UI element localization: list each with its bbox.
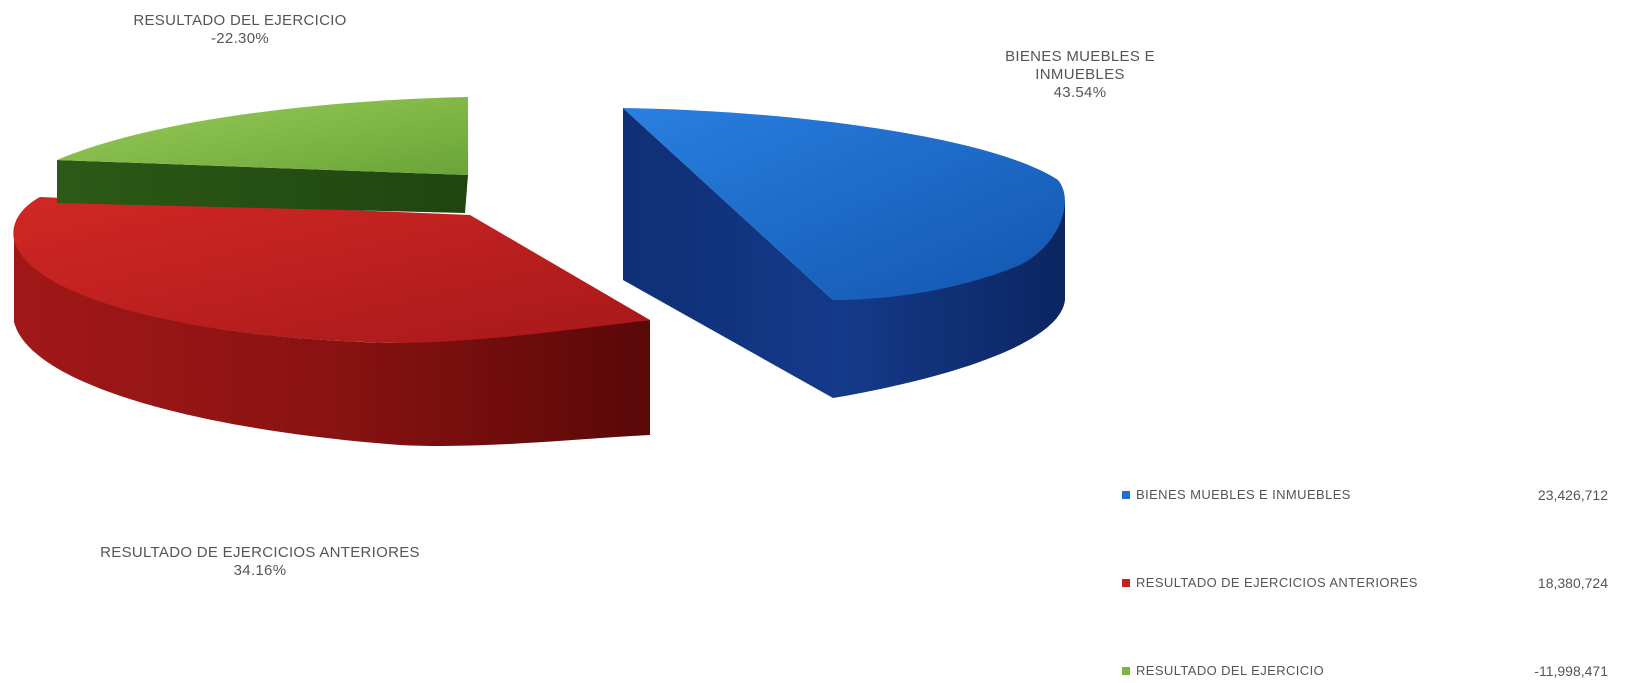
legend-item-ejercicio: RESULTADO DEL EJERCICIO -11,998,471 xyxy=(1118,662,1608,682)
legend-label-ejercicio: RESULTADO DEL EJERCICIO xyxy=(1136,663,1325,678)
data-label-bienes-percent: 43.54% xyxy=(1053,84,1107,101)
data-label-ejercicio-percent: -22.30% xyxy=(211,30,269,47)
data-label-bienes: BIENES MUEBLES E INMUEBLES 43.54% xyxy=(960,48,1200,102)
legend-value-anteriores: 18,380,724 xyxy=(1537,575,1608,591)
legend-swatch-anteriores xyxy=(1122,579,1130,587)
pie-slice-anteriores-top xyxy=(13,197,651,343)
pie-slice-bienes-side xyxy=(623,108,1065,398)
legend-label-anteriores: RESULTADO DE EJERCICIOS ANTERIORES xyxy=(1136,575,1418,590)
data-label-ejercicio: RESULTADO DEL EJERCICIO -22.30% xyxy=(90,12,390,48)
pie-slice-ejercicio-side xyxy=(57,160,468,213)
data-label-bienes-line1: BIENES MUEBLES E xyxy=(1005,48,1155,65)
pie-slice-bienes-top xyxy=(623,108,1065,300)
pie-slice-ejercicio-top xyxy=(57,97,468,175)
data-label-anteriores-name: RESULTADO DE EJERCICIOS ANTERIORES xyxy=(100,544,420,561)
data-label-bienes-line2: INMUEBLES xyxy=(1035,66,1125,83)
pie-slice-anteriores xyxy=(13,197,651,446)
legend-item-bienes: BIENES MUEBLES E INMUEBLES 23,426,712 xyxy=(1118,486,1608,506)
legend-swatch-ejercicio xyxy=(1122,667,1130,675)
legend-swatch-bienes xyxy=(1122,491,1130,499)
legend-item-anteriores: RESULTADO DE EJERCICIOS ANTERIORES 18,38… xyxy=(1118,574,1608,594)
pie-slice-bienes xyxy=(623,108,1065,398)
legend-value-bienes: 23,426,712 xyxy=(1537,487,1608,503)
data-label-ejercicio-name: RESULTADO DEL EJERCICIO xyxy=(133,12,347,29)
legend-label-bienes: BIENES MUEBLES E INMUEBLES xyxy=(1136,487,1351,502)
data-label-anteriores: RESULTADO DE EJERCICIOS ANTERIORES 34.16… xyxy=(40,544,480,580)
legend-value-ejercicio: -11,998,471 xyxy=(1534,663,1608,679)
data-label-anteriores-percent: 34.16% xyxy=(233,562,287,579)
pie-slice-ejercicio xyxy=(57,97,468,213)
pie-slice-anteriores-side xyxy=(14,232,650,446)
